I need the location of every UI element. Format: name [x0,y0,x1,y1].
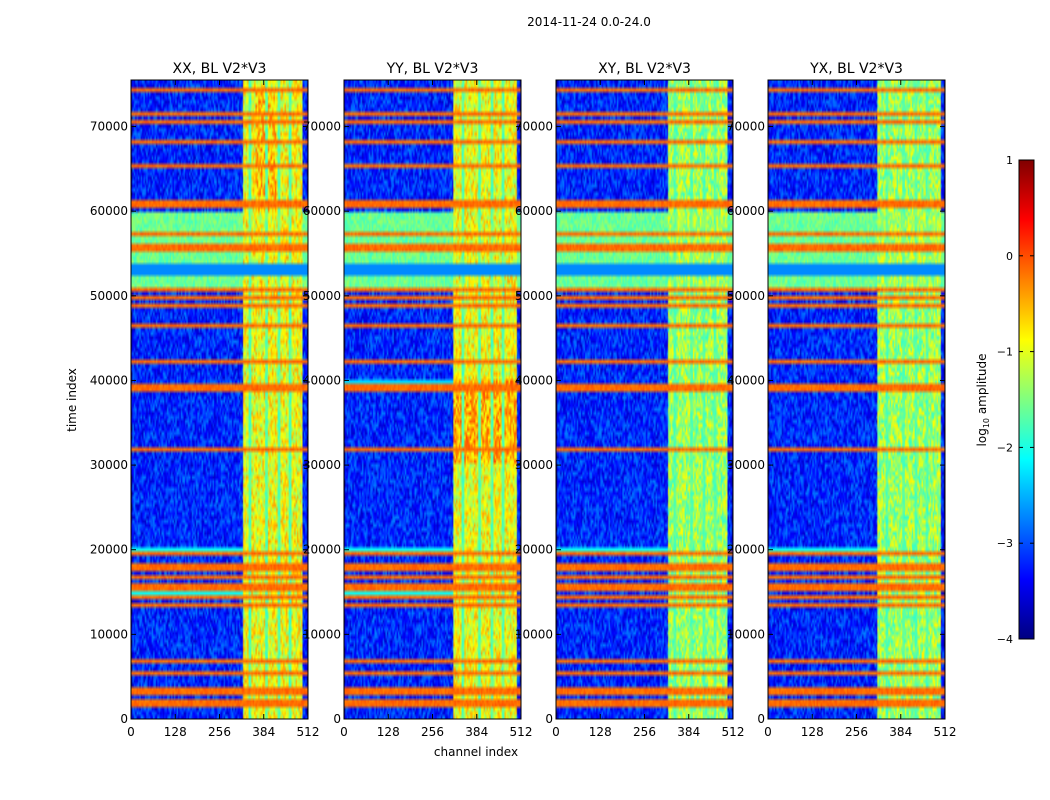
y-tick-label: 60000 [515,204,553,218]
y-tick-label: 60000 [727,204,765,218]
x-tick-label: 128 [589,725,612,739]
panel-title: YY, BL V2*V3 [386,61,479,77]
colorbar-tick-label: −1 [997,346,1013,359]
x-tick-label: 512 [297,725,320,739]
figure-title: 2014-11-24 0.0-24.0 [527,15,651,29]
colorbar-tick-label: −3 [997,537,1013,550]
colorbar-gradient [1018,159,1035,640]
heatmap-yy [344,80,521,719]
y-tick-label: 40000 [727,373,765,387]
y-tick-label: 10000 [727,627,765,641]
y-tick-label: 30000 [303,458,341,472]
y-tick-label: 10000 [90,627,128,641]
y-tick-label: 50000 [515,289,553,303]
x-tick-label: 384 [677,725,700,739]
y-tick-label: 30000 [90,458,128,472]
x-tick-label: 512 [510,725,533,739]
y-tick-label: 50000 [303,289,341,303]
x-axis-label: channel index [434,745,518,759]
x-tick-label: 384 [252,725,275,739]
panel-title: YX, BL V2*V3 [809,61,903,77]
x-tick-label: 512 [934,725,957,739]
x-tick-label: 128 [164,725,187,739]
x-tick-label: 256 [845,725,868,739]
y-tick-label: 10000 [515,627,553,641]
y-tick-label: 70000 [303,120,341,134]
colorbar-tick-label: 1 [1006,154,1013,167]
x-tick-label: 0 [340,725,348,739]
x-tick-label: 256 [208,725,231,739]
colorbar-label-sub: 10 [982,418,991,428]
panel-title: XY, BL V2*V3 [598,61,691,77]
y-tick-label: 70000 [727,120,765,134]
colorbar-label-log: log [975,428,989,446]
colorbar-tick-label: −4 [997,633,1013,646]
y-tick-label: 30000 [515,458,553,472]
panel-xy: XY, BL V2*V3 0 128 256 384 512 0 10000 20000 3000… [515,61,745,739]
y-tick-label: 0 [120,712,128,726]
colorbar-label: log10 amplitude [975,354,991,447]
x-tick-label: 128 [801,725,824,739]
x-tick-label: 384 [889,725,912,739]
y-tick-label: 30000 [727,458,765,472]
y-tick-label: 60000 [303,204,341,218]
y-tick-label: 10000 [303,627,341,641]
colorbar-label-suffix: amplitude [975,354,989,418]
y-axis-label: time index [65,368,79,432]
y-tick-label: 70000 [90,120,128,134]
heatmap-xy [556,80,733,719]
colorbar-tick-label: −2 [997,441,1013,454]
heatmap-yx [768,80,945,719]
x-tick-label: 384 [465,725,488,739]
y-tick-label: 50000 [727,289,765,303]
y-tick-label: 20000 [727,543,765,557]
x-tick-label: 0 [552,725,560,739]
heatmap-xx [131,80,308,719]
x-tick-label: 0 [764,725,772,739]
y-tick-label: 60000 [90,204,128,218]
y-tick-label: 20000 [90,543,128,557]
y-tick-label: 0 [757,712,765,726]
panel-yx: YX, BL V2*V3 0 128 256 384 512 0 10000 20000 3000… [727,61,957,739]
panel-xx: XX, BL V2*V3 0 128 256 384 512 0 10000 20000 3000… [90,61,320,739]
y-tick-label: 20000 [515,543,553,557]
x-tick-label: 0 [127,725,135,739]
y-tick-label: 20000 [303,543,341,557]
x-tick-label: 512 [722,725,745,739]
y-tick-label: 0 [545,712,553,726]
y-tick-label: 50000 [90,289,128,303]
x-tick-label: 256 [421,725,444,739]
colorbar-tick-label: 0 [1006,250,1013,263]
y-tick-label: 40000 [303,373,341,387]
y-tick-label: 40000 [515,373,553,387]
y-tick-label: 70000 [515,120,553,134]
y-tick-label: 40000 [90,373,128,387]
x-tick-label: 256 [633,725,656,739]
panel-yy: YY, BL V2*V3 0 128 256 384 512 0 10000 20000 3000… [303,61,533,739]
panel-title: XX, BL V2*V3 [173,61,267,77]
y-tick-label: 0 [333,712,341,726]
x-tick-label: 128 [377,725,400,739]
